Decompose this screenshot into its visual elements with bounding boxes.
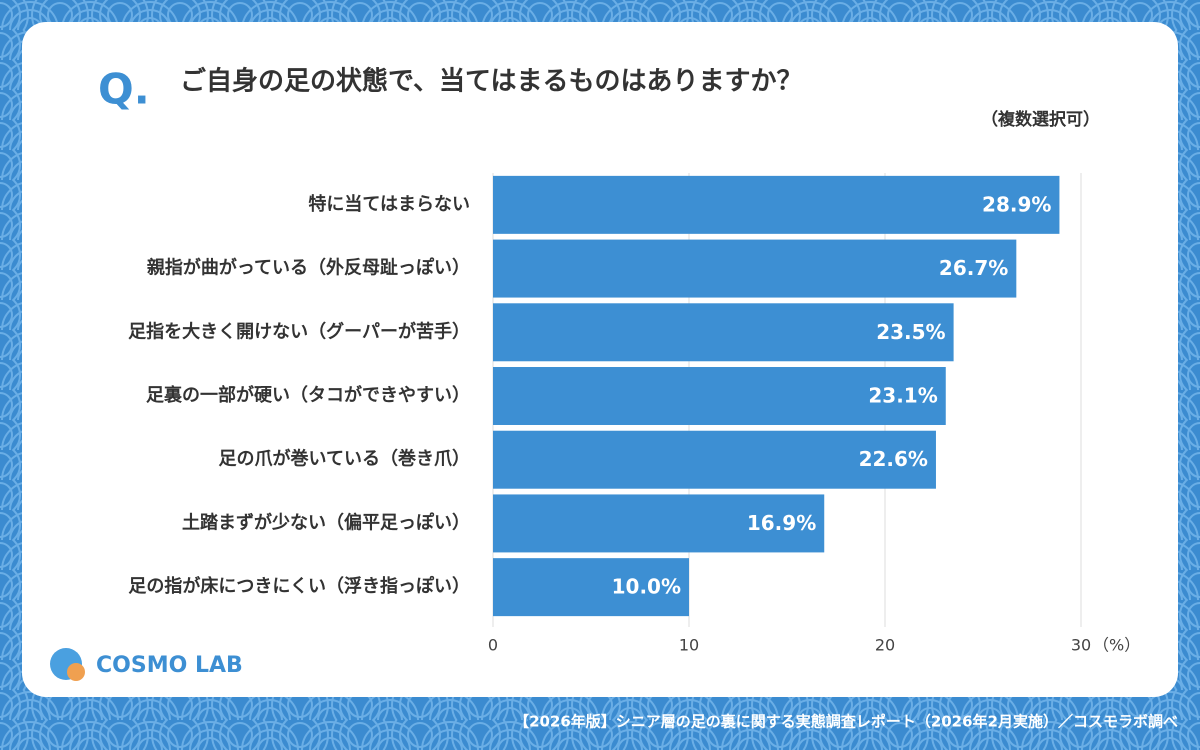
chart-title: ご自身の足の状態で、当てはまるものはありますか？ xyxy=(180,66,802,97)
y-tick-label: 特に当てはまらない xyxy=(308,193,470,215)
bar xyxy=(493,494,825,553)
x-axis-unit: （%） xyxy=(1093,636,1140,655)
bar xyxy=(493,367,946,425)
value-label: 10.0% xyxy=(612,575,681,599)
value-label: 23.1% xyxy=(868,384,937,408)
bar xyxy=(493,303,954,362)
y-tick-label: 足の爪が巻いている（巻き爪） xyxy=(219,448,470,470)
logo-text: COSMO LAB xyxy=(96,653,243,678)
y-tick-label: 親指が曲がっている（外反母趾っぽい） xyxy=(147,257,470,279)
value-label: 28.9% xyxy=(982,192,1051,216)
x-tick-label: 20 xyxy=(875,636,895,655)
bar xyxy=(493,430,936,489)
x-tick-label: 30 xyxy=(1071,636,1091,655)
bar xyxy=(493,239,1017,298)
value-label: 16.9% xyxy=(747,511,816,535)
y-tick-label: 足指を大きく開けない（グーパーが苦手） xyxy=(128,320,470,342)
value-label: 26.7% xyxy=(939,256,1008,280)
y-tick-label: 足の指が床につきにくい（浮き指っぽい） xyxy=(128,575,470,597)
y-tick-label: 土踏まずが少ない（偏平足っぽい） xyxy=(182,511,470,533)
source: 【2026年版】シニア層の足の裏に関する実態調査レポート（2026年2月実施）／… xyxy=(514,713,1178,731)
x-tick-label: 0 xyxy=(488,636,498,655)
value-label: 23.5% xyxy=(876,320,945,344)
logo-icon xyxy=(67,663,85,681)
bar xyxy=(493,558,689,617)
logo: COSMO LAB xyxy=(50,648,243,681)
chart-subtitle: （複数選択可） xyxy=(981,109,1100,130)
value-label: 22.6% xyxy=(859,447,928,471)
question-mark: Q. xyxy=(98,65,150,114)
x-tick-label: 10 xyxy=(679,636,699,655)
bar xyxy=(493,175,1060,234)
y-tick-label: 足裏の一部が硬い（タコができやすい） xyxy=(146,384,470,406)
